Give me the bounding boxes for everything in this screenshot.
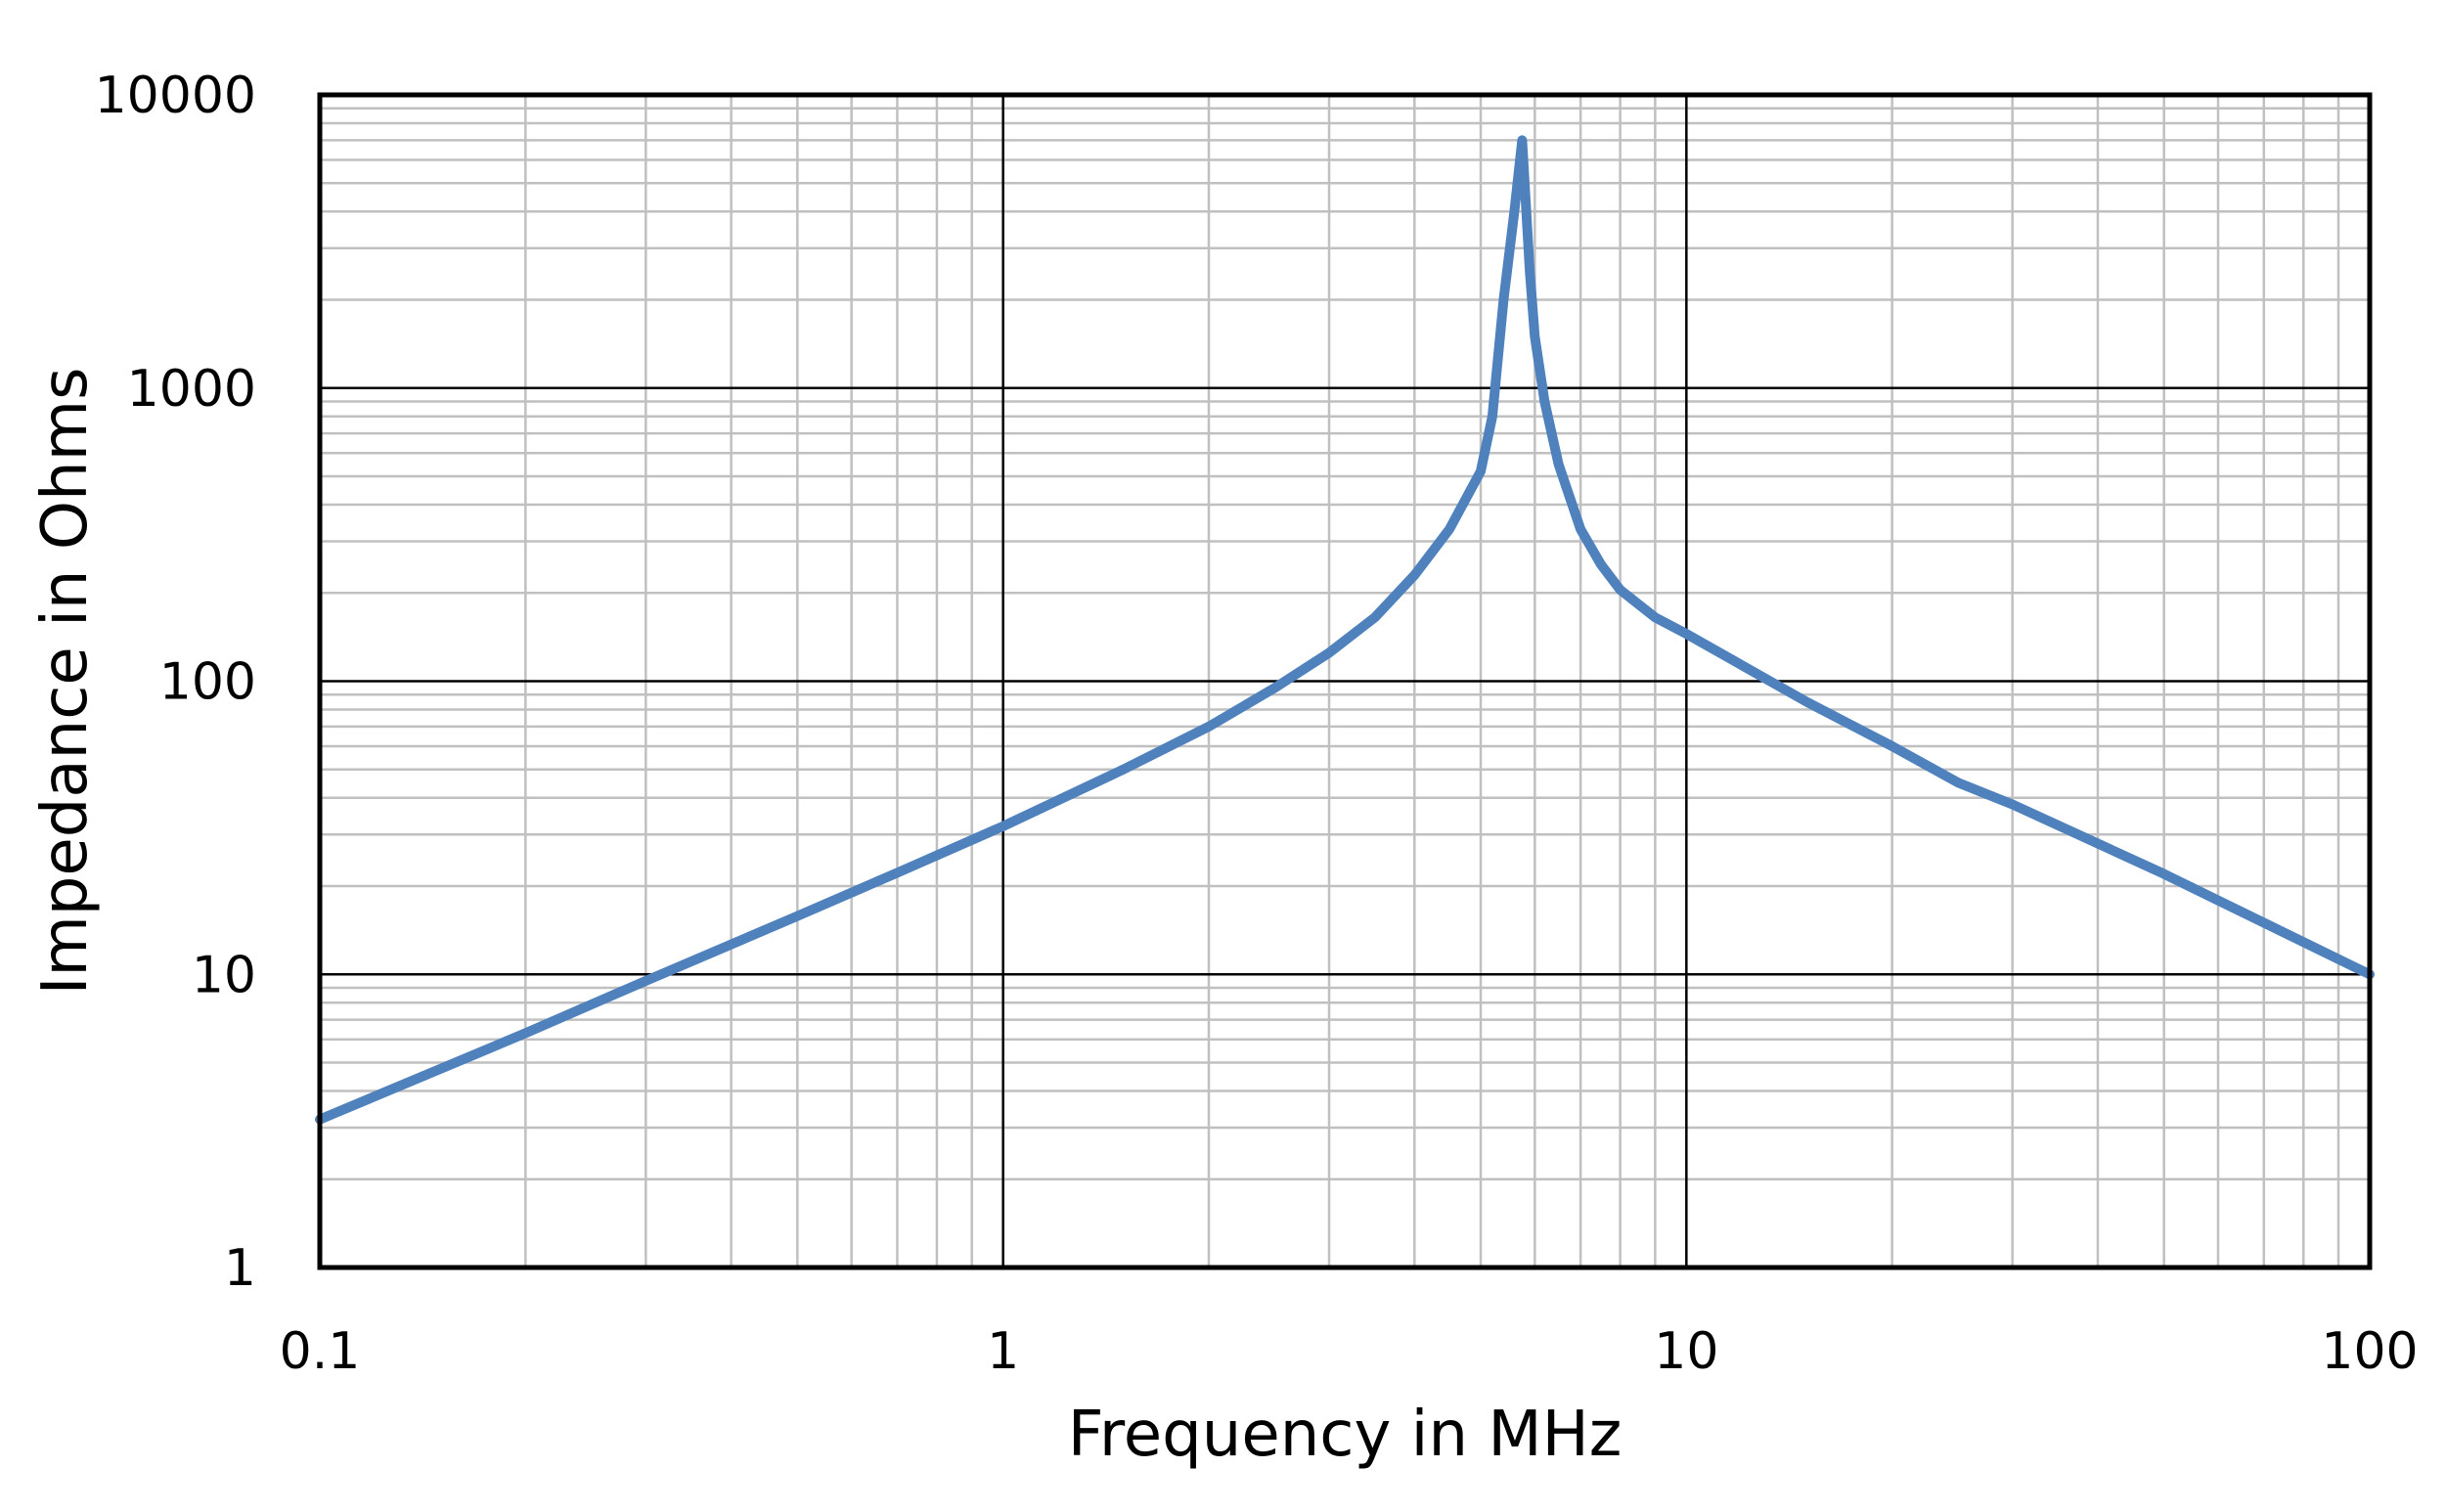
- y-tick-label: 10000: [95, 67, 256, 125]
- y-tick-label: 10: [192, 946, 256, 1004]
- plot-frame: [317, 92, 2373, 1270]
- y-tick-labels: 1 10 100 1000 10000: [95, 67, 256, 1298]
- x-tick-label: 100: [2321, 1322, 2418, 1381]
- y-axis-title: Impedance in Ohms: [29, 368, 102, 996]
- series-line: [315, 135, 2375, 1125]
- x-tick-label: 10: [1654, 1322, 1718, 1381]
- x-tick-label: 1: [987, 1322, 1019, 1381]
- series-layer: [315, 135, 2375, 1125]
- x-axis-title: Frequency in MHz: [1068, 1399, 1623, 1471]
- y-tick-label: 1: [224, 1239, 256, 1298]
- x-tick-labels: 0.1 1 10 100: [280, 1322, 2419, 1381]
- x-tick-label: 0.1: [280, 1322, 361, 1381]
- y-tick-label: 100: [159, 653, 256, 712]
- y-tick-label: 1000: [127, 360, 256, 419]
